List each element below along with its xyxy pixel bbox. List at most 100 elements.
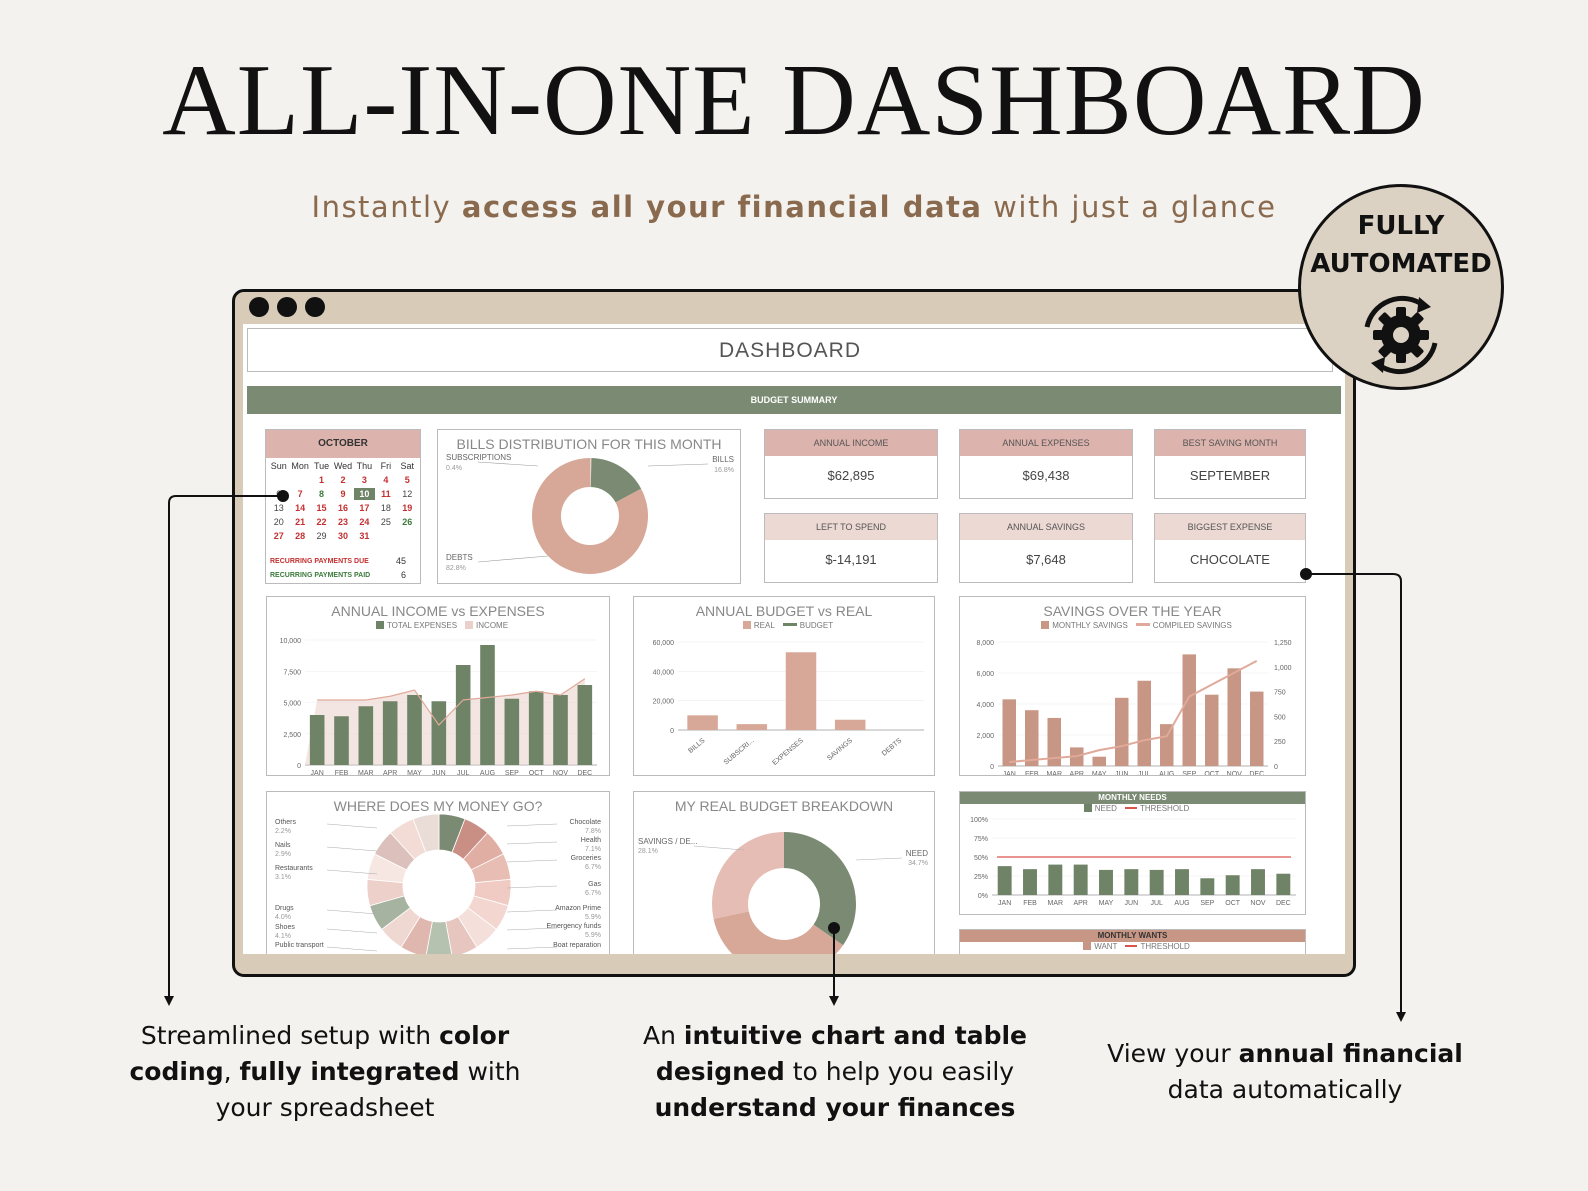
y-tick-label: 6,000 [976,671,994,678]
leader-line [326,869,378,875]
connector-arrow [164,996,174,1006]
calendar-day[interactable]: 16 [337,503,348,513]
y2-tick-label: 500 [1274,714,1286,721]
calendar-month: OCTOBER [266,430,420,458]
y2-tick-label: 1,000 [1274,665,1292,672]
connector-dot [1300,568,1312,580]
calendar-day[interactable]: 23 [337,517,348,527]
calendar-day[interactable]: 3 [361,475,367,485]
x-tick-label: MAR [1046,771,1062,775]
bar [834,719,866,730]
leader-line [506,909,558,913]
calendar-day-today[interactable]: 10 [353,488,376,500]
calendar-day[interactable]: 2 [340,475,346,485]
legend-swatch [742,621,751,629]
income-line [317,678,586,726]
calendar-day[interactable]: 7 [297,489,303,499]
calendar-day[interactable]: 14 [295,503,306,513]
y-tick-label: 5,000 [283,701,301,708]
x-tick-label: AUG [1159,771,1174,775]
x-tick-label: MAR [358,770,374,775]
bar [1160,724,1174,766]
legend-swatch [375,621,384,629]
y-tick-label: 25% [974,874,988,881]
calendar-day[interactable]: 27 [273,531,284,541]
budget-chart-title: ANNUAL BUDGET vs REAL [695,603,873,619]
calendar-day[interactable]: 28 [295,531,306,541]
calendar-day[interactable]: 4 [383,475,389,485]
x-tick-label: APR [1073,900,1087,907]
calendar-day[interactable]: 31 [359,531,370,541]
income-chart-title: ANNUAL INCOME vs EXPENSES [331,603,545,619]
stat-label: ANNUAL EXPENSES [960,430,1132,456]
calendar-day[interactable]: 11 [381,489,391,499]
calendar-day[interactable]: 9 [340,489,346,499]
x-tick-label: FEB [1025,771,1039,775]
bar [455,665,471,765]
bar [553,695,568,765]
window-dot-icon[interactable] [305,297,325,317]
x-tick-label: MAY [1092,771,1107,775]
leader-line [326,946,378,952]
calendar-day[interactable]: 1 [319,475,325,485]
slice-value: 5.9% [585,932,601,939]
donut-slice [784,832,856,946]
calendar-day[interactable]: 24 [359,517,370,527]
calendar-day[interactable]: 5 [404,475,410,485]
stat-label: ANNUAL SAVINGS [960,514,1132,540]
monthly-needs-panel: MONTHLY NEEDS NEED THRESHOLD 0% 25% 50% 75% 1… [959,791,1306,915]
calendar-day[interactable]: 12 [402,489,413,499]
stat-value: SEPTEMBER [1189,468,1271,483]
bar [504,698,520,765]
bar [1205,694,1219,766]
connector-arrow [1396,1012,1406,1022]
bar [1115,697,1129,766]
calendar-day[interactable]: 22 [316,517,327,527]
calendar-day[interactable]: 20 [273,517,284,527]
donut-slice [412,813,440,853]
y-tick-label: 0 [297,763,301,770]
window-dot-icon[interactable] [249,297,269,317]
slice-value: 2.9% [275,851,291,858]
y-tick-label: 2,500 [283,732,301,739]
y-tick-label: 0 [670,728,674,735]
calendar-day[interactable]: 18 [380,503,391,513]
monthly-needs-chart: 0% 25% 50% 75% 100% JAN FEB MAR APR MAY JUN JUL AUG S… [970,817,1296,907]
calendar-day[interactable]: 19 [402,503,413,513]
calendar-day[interactable]: 17 [359,503,370,513]
calendar-day[interactable]: 15 [316,503,327,513]
legend-swatch [782,623,797,626]
slice-label: SAVINGS / DE... [638,837,697,846]
bar [1225,875,1240,895]
x-tick-label: MAY [1099,900,1114,907]
leader-line [506,946,558,950]
slice-value: 4.1% [275,933,291,940]
calendar-day[interactable]: 26 [402,517,413,527]
slice-value: 2.2% [275,828,291,835]
x-tick-label: SEP [1200,900,1214,907]
calendar-day[interactable]: 25 [380,517,391,527]
stat-best-saving-month: BEST SAVING MONTH SEPTEMBER [1154,429,1306,499]
calendar-day[interactable]: 8 [319,489,325,499]
calendar-day[interactable]: 30 [337,531,348,541]
x-tick-label: DEC [577,770,592,775]
x-tick-label: JAN [998,900,1011,907]
legend-label: WANT [1094,942,1118,951]
slice-label: Shoes [275,924,295,931]
window-dot-icon[interactable] [277,297,297,317]
spreadsheet-area: DASHBOARD BUDGET SUMMARY OCTOBER Sun Mon… [243,324,1345,954]
bills-distribution-panel: BILLS DISTRIBUTION FOR THIS MONTH SUBSCR… [437,429,741,584]
recurring-due-label: RECURRING PAYMENTS DUE [270,558,369,565]
calendar-day-name: Tue [313,461,330,471]
calendar-day[interactable]: 13 [273,503,284,513]
annotation-center: An intuitive chart and table designed to… [642,1021,1028,1122]
x-tick-label: JAN [1003,771,1016,775]
monthly-wants-panel: MONTHLY WANTS WANT THRESHOLD [959,929,1306,954]
leader-line [693,845,745,851]
calendar-day[interactable]: 29 [316,531,327,541]
calendar-day[interactable]: 21 [295,517,306,527]
bar [1251,869,1265,895]
calendar-day-name: Thu [356,461,373,471]
legend-swatch [1083,804,1092,812]
legend-label: INCOME [476,621,509,630]
